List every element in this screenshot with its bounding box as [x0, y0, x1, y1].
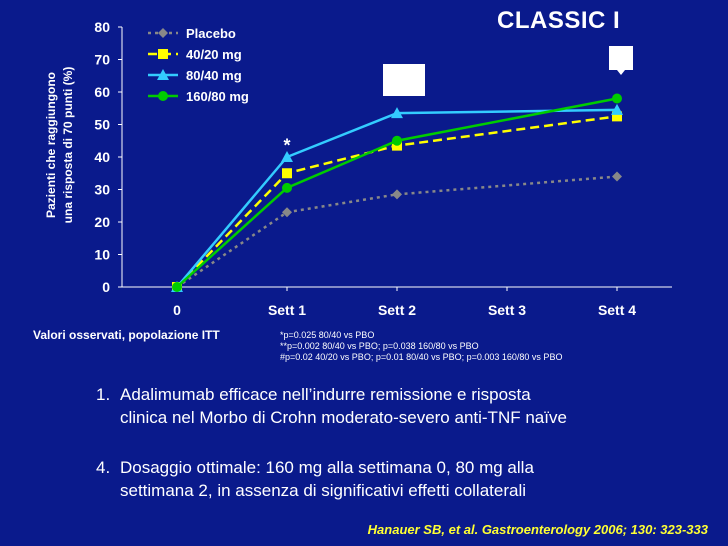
data-point [158, 91, 168, 101]
data-point [612, 111, 622, 122]
y-tick-label: 60 [94, 84, 110, 100]
legend-label: 80/40 mg [186, 68, 242, 83]
data-point [158, 28, 168, 38]
bullet-number: 4. [96, 458, 111, 477]
x-tick-label: Sett 1 [268, 302, 306, 318]
y-tick-label: 10 [94, 247, 110, 263]
data-point [611, 103, 623, 115]
bullet-number: 1. [96, 385, 111, 404]
legend-label: 160/80 mg [186, 89, 249, 104]
footnote-label: Valori osservati, popolazione ITT [33, 328, 220, 342]
y-tick-label: 80 [94, 19, 110, 35]
x-tick-label: 0 [173, 302, 181, 318]
footnote-line: *p=0.025 80/40 vs PBO [280, 330, 375, 340]
data-point [391, 107, 403, 119]
data-point [612, 171, 622, 182]
y-tick-label: 40 [94, 149, 110, 165]
white-callout-label [609, 46, 633, 75]
bullet-text-line2: clinica nel Morbo di Crohn moderato-seve… [120, 408, 567, 427]
data-point [282, 207, 292, 218]
chart-annotations: * [283, 135, 290, 155]
series-layer [171, 93, 623, 292]
footnote-line: **p=0.002 80/40 vs PBO; p=0.038 160/80 v… [280, 341, 479, 351]
bullet-item: 1. Adalimumab efficace nell’indurre remis… [96, 383, 567, 429]
data-point [282, 182, 292, 193]
chart-legend: Placebo 40/20 mg 80/40 mg 160/80 mg [148, 26, 249, 104]
data-point [158, 49, 168, 59]
data-point [282, 168, 292, 179]
y-tick-label: 30 [94, 182, 110, 198]
bullet-text-line1: Dosaggio ottimale: 160 mg alla settimana… [120, 458, 534, 477]
legend-label: Placebo [186, 26, 236, 41]
series-line [176, 108, 618, 288]
footnote-line: #p=0.02 40/20 vs PBO; p=0.01 80/40 vs PB… [280, 352, 563, 362]
white-box-label [383, 64, 425, 96]
y-axis-label-line2: una risposta di 70 punti (%) [61, 67, 75, 224]
x-tick-label: Sett 4 [598, 302, 636, 318]
slide-title: CLASSIC I [497, 7, 621, 34]
significance-annotation: * [283, 135, 290, 155]
y-tick-label: 0 [102, 279, 110, 295]
data-point [157, 69, 169, 80]
series-160-80-mg [172, 93, 622, 292]
series-line [176, 97, 618, 288]
y-tick-label: 50 [94, 117, 110, 133]
legend-label: 40/20 mg [186, 47, 242, 62]
footnotes: *p=0.025 80/40 vs PBO **p=0.002 80/40 vs… [280, 330, 562, 363]
citation: Hanauer SB, et al. Gastroenterology 2006… [367, 522, 708, 537]
chart-axes: 0 10 20 30 40 50 60 70 80 0 Sett 1 Sett 2 Sett 3 Sett… [94, 19, 672, 318]
y-tick-label: 20 [94, 214, 110, 230]
y-axis-label-line1: Pazienti che raggiungono [44, 72, 58, 218]
y-tick-label: 70 [94, 52, 110, 68]
data-point [281, 151, 293, 162]
data-point [172, 282, 182, 292]
x-tick-label: Sett 2 [378, 302, 416, 318]
data-point [392, 135, 402, 146]
series-line [176, 115, 618, 288]
y-axis-label: Pazienti che raggiungono una risposta di … [44, 67, 75, 224]
bullet-item: 4. Dosaggio ottimale: 160 mg alla settima… [96, 456, 534, 502]
x-tick-label: Sett 3 [488, 302, 526, 318]
bullet-text-line2: settimana 2, in assenza di significativi… [120, 481, 526, 500]
data-point [392, 189, 402, 200]
bullet-text-line1: Adalimumab efficace nell’indurre remissi… [120, 385, 531, 404]
data-point [612, 93, 622, 104]
